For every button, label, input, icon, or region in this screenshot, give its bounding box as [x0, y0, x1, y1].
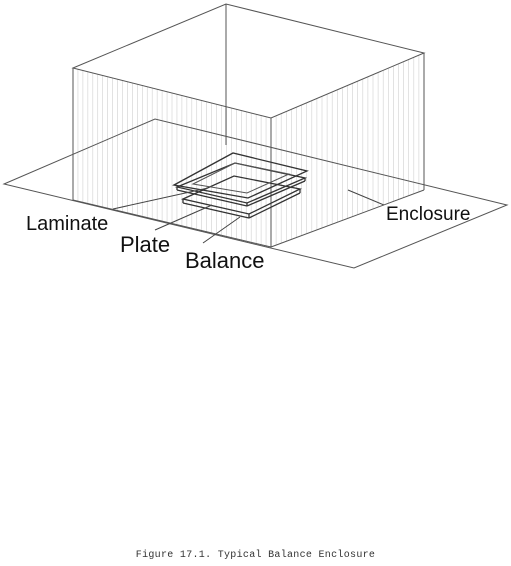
balance-body: [180, 175, 303, 219]
plate-leader: [154, 204, 213, 231]
figure-caption: Figure 17.1. Typical Balance Enclosure: [135, 550, 376, 561]
floor-plane: [2, 118, 509, 269]
enclosure-leader: [347, 189, 385, 206]
laminate-sheet: [172, 152, 309, 199]
enclosure-top-face: [71, 3, 426, 119]
laminate-leader: [112, 187, 209, 210]
laminate-label: Laminate: [26, 213, 108, 235]
plate-label: Plate: [120, 232, 170, 257]
balance-label: Balance: [185, 248, 265, 273]
enclosure-box: [71, 3, 426, 248]
enclosure-bottom-right: [270, 189, 425, 248]
enclosure-label: Enclosure: [386, 204, 471, 225]
balance-leader: [202, 216, 241, 244]
enclosure-bottom-left: [72, 199, 272, 248]
enclosure-wall-shading: [77, 55, 420, 246]
